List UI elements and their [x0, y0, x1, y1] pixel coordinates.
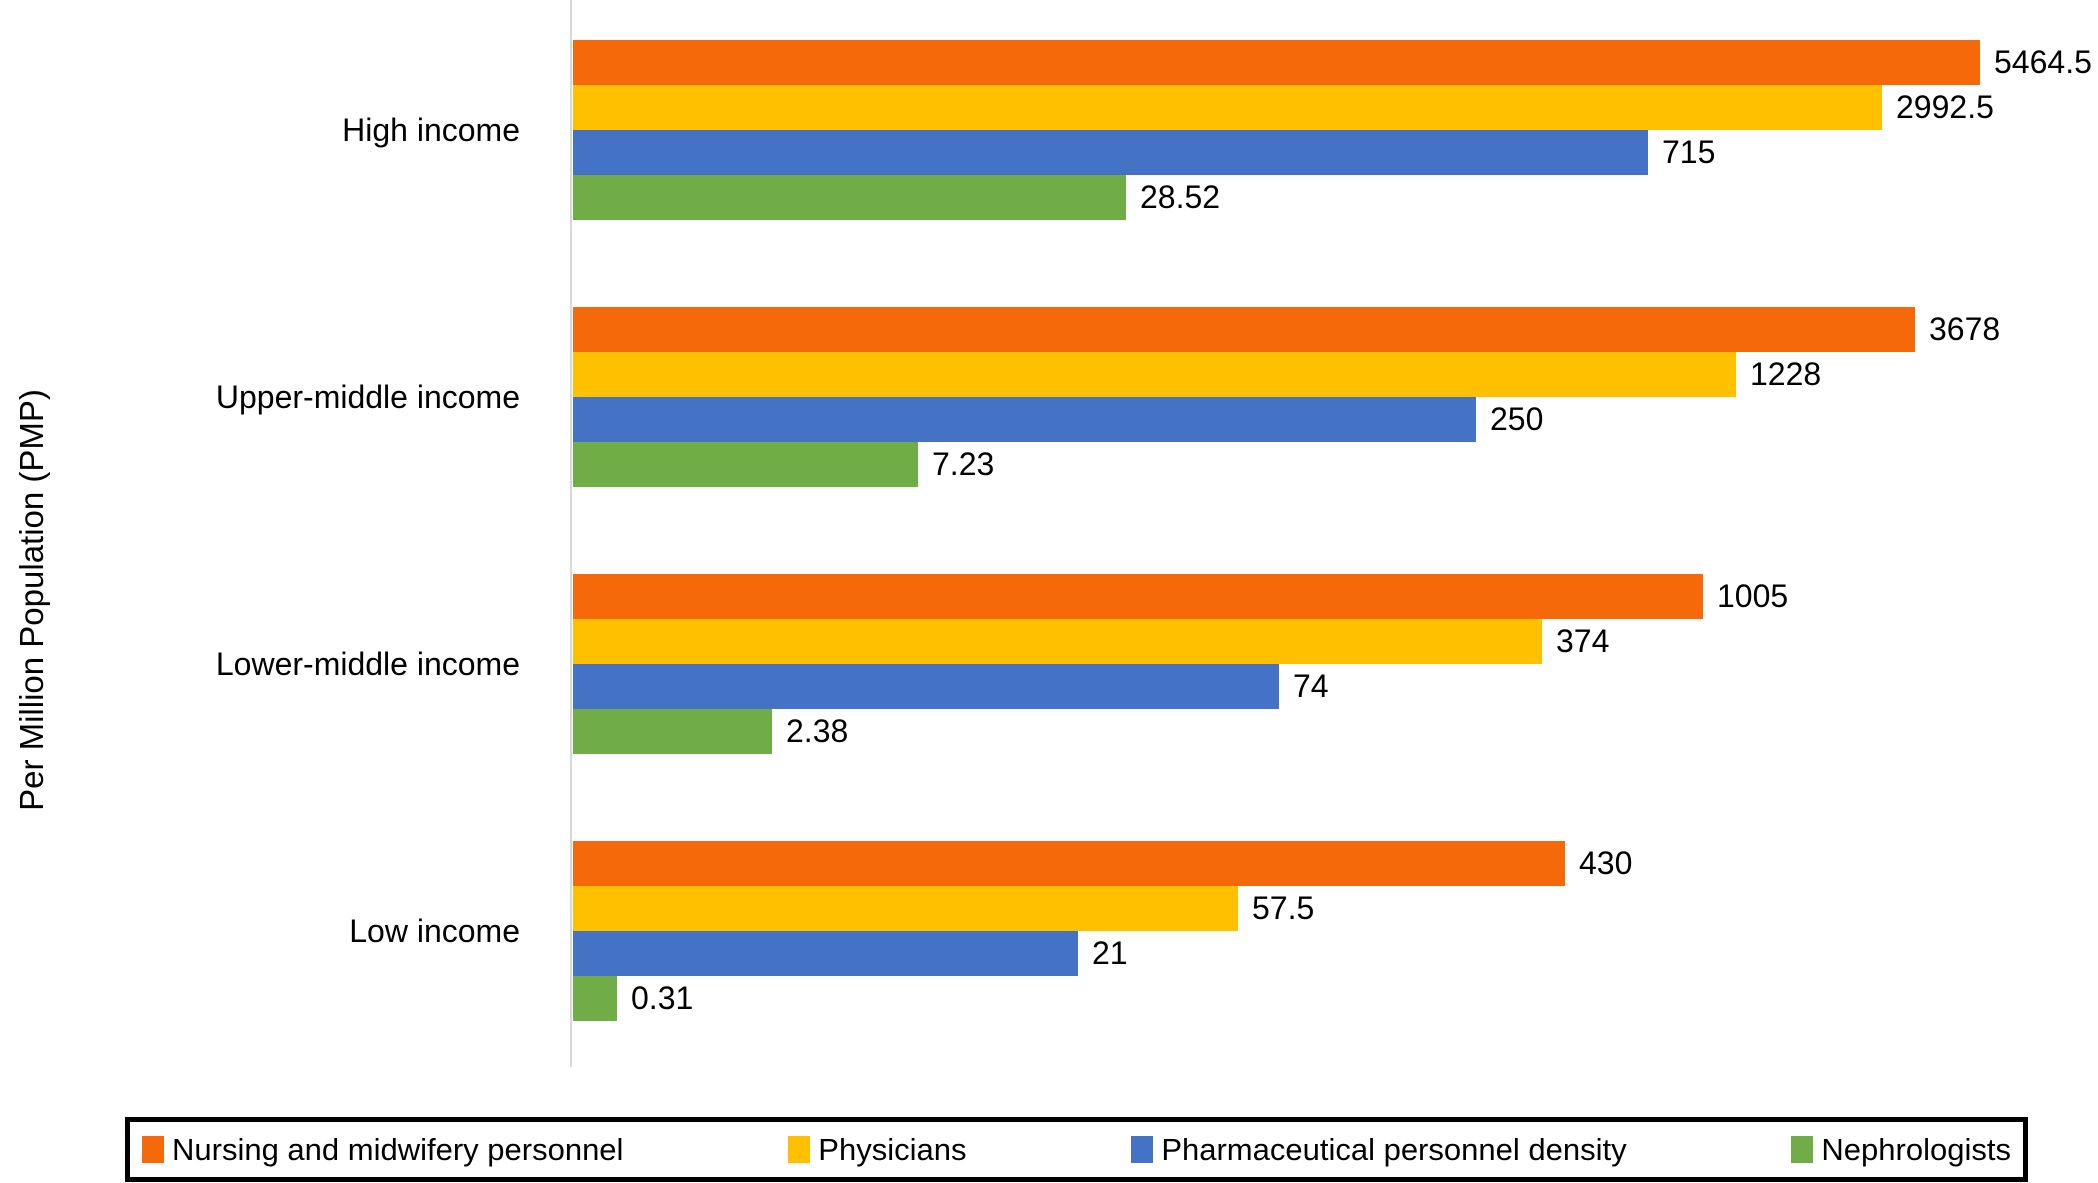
bar — [573, 886, 1238, 931]
bar — [573, 40, 1980, 85]
bar-row: 28.52 — [573, 175, 2098, 220]
y-axis-line — [570, 0, 572, 1067]
legend-item: Pharmaceutical personnel density — [1131, 1131, 1627, 1168]
bar — [573, 619, 1542, 664]
bar-value-label: 430 — [1579, 845, 1633, 881]
bar-value-label: 28.52 — [1140, 179, 1221, 215]
bar-row: 1228 — [573, 352, 2098, 397]
category-bars: 5464.5 2992.5 715 28.52 — [573, 40, 2098, 220]
bar-row: 5464.5 — [573, 40, 2098, 85]
bar — [573, 175, 1126, 220]
bar-value-label: 2992.5 — [1896, 89, 1994, 125]
legend-swatch — [1791, 1136, 1814, 1163]
bar-row: 250 — [573, 397, 2098, 442]
category-group: High income 5464.5 2992.5 715 28.52 — [0, 40, 2098, 220]
category-bars: 430 57.5 21 0.31 — [573, 841, 2098, 1021]
legend-label: Nursing and midwifery personnel — [172, 1131, 624, 1167]
bar-value-label: 3678 — [1929, 311, 2001, 347]
bar-value-label: 0.31 — [631, 980, 694, 1016]
bar — [573, 85, 1882, 130]
bar-row: 7.23 — [573, 442, 2098, 487]
legend-item: Nephrologists — [1791, 1132, 2011, 1168]
bar-value-label: 2.38 — [786, 713, 849, 749]
category-label: Upper-middle income — [215, 378, 520, 415]
bar — [573, 130, 1648, 175]
bar-row: 1005 — [573, 574, 2098, 619]
bar-row: 3678 — [573, 307, 2098, 352]
bar-value-label: 715 — [1662, 134, 1716, 170]
bar — [573, 307, 1915, 352]
category-group: Low income 430 57.5 21 0.31 — [0, 841, 2098, 1021]
category-bars: 3678 1228 250 7.23 — [573, 307, 2098, 487]
bar — [573, 709, 772, 754]
legend-label: Pharmaceutical personnel density — [1161, 1131, 1627, 1167]
bar-row: 2.38 — [573, 709, 2098, 754]
bar-value-label: 74 — [1293, 668, 1329, 704]
category-label: Low income — [349, 912, 520, 949]
category-group: Lower-middle income 1005 374 74 2.38 — [0, 574, 2098, 754]
bar — [573, 442, 918, 487]
bar-value-label: 250 — [1490, 401, 1544, 437]
bar — [573, 352, 1736, 397]
bar-value-label: 1228 — [1750, 356, 1822, 392]
legend: Nursing and midwifery personnel Physician… — [125, 1117, 2028, 1182]
bar-row: 57.5 — [573, 886, 2098, 931]
legend-swatch — [142, 1136, 164, 1163]
legend-label: Nephrologists — [1821, 1131, 2011, 1167]
bar-row: 74 — [573, 664, 2098, 709]
bar-value-label: 57.5 — [1252, 890, 1315, 926]
bar-value-label: 374 — [1556, 623, 1610, 659]
bar — [573, 976, 617, 1021]
bar-value-label: 21 — [1092, 935, 1128, 971]
legend-swatch — [788, 1136, 811, 1163]
bar-row: 374 — [573, 619, 2098, 664]
bar-value-label: 5464.5 — [1994, 44, 2092, 80]
bar-value-label: 1005 — [1717, 578, 1789, 614]
bar — [573, 397, 1476, 442]
category-label: High income — [342, 111, 520, 148]
bar — [573, 574, 1703, 619]
bar-row: 21 — [573, 931, 2098, 976]
bar — [573, 841, 1565, 886]
bar-value-label: 7.23 — [932, 446, 995, 482]
bar-row: 715 — [573, 130, 2098, 175]
bar — [573, 664, 1279, 709]
legend-label: Physicians — [818, 1131, 967, 1167]
legend-swatch — [1131, 1136, 1154, 1163]
legend-item: Nursing and midwifery personnel — [142, 1132, 623, 1168]
category-bars: 1005 374 74 2.38 — [573, 574, 2098, 754]
legend-item: Physicians — [788, 1132, 966, 1168]
bar-row: 0.31 — [573, 976, 2098, 1021]
bar-row: 2992.5 — [573, 85, 2098, 130]
category-label: Lower-middle income — [215, 645, 520, 682]
category-group: Upper-middle income 3678 1228 250 7.23 — [0, 307, 2098, 487]
bar-row: 430 — [573, 841, 2098, 886]
bar — [573, 931, 1078, 976]
